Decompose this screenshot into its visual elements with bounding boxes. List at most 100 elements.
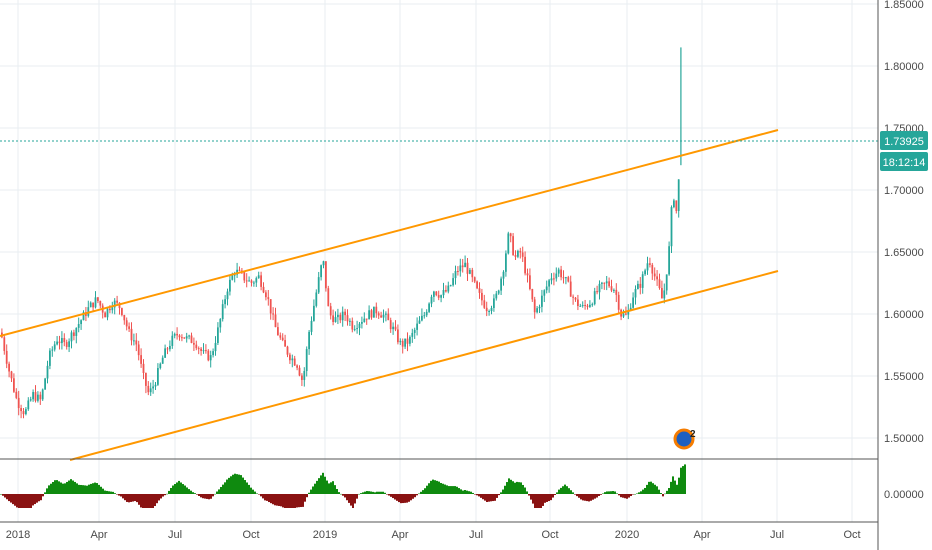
candle-body (260, 275, 262, 287)
candle-body (485, 307, 488, 312)
indicator-bar (194, 493, 196, 494)
candle-body (137, 344, 140, 356)
indicator-bar (634, 493, 636, 495)
candle-body (49, 350, 51, 366)
indicator-bar (348, 494, 350, 503)
indicator-bar (220, 486, 222, 494)
candle-body (87, 307, 90, 316)
indicator-bar (228, 477, 230, 494)
indicator-bar (46, 488, 48, 494)
indicator-bar (528, 494, 530, 496)
countdown-label: 18:12:14 (883, 157, 926, 169)
candle-body (121, 308, 123, 316)
indicator-bar (112, 491, 114, 494)
indicator-bar (480, 494, 482, 498)
candle-body (130, 328, 133, 341)
indicator-bar (70, 479, 72, 494)
indicator-bar (254, 491, 256, 494)
candle-body (332, 315, 334, 323)
indicator-bar (336, 488, 338, 494)
indicator-bar (562, 486, 564, 494)
indicator-bar (360, 493, 362, 494)
time-tick-label: Jul (168, 529, 182, 541)
candle-body (286, 346, 289, 355)
indicator-bar (234, 473, 236, 494)
indicator-bar (636, 493, 638, 494)
candle-body (104, 312, 106, 318)
indicator-bar (330, 482, 332, 494)
indicator-bar (90, 483, 92, 494)
indicator-bar (22, 494, 24, 508)
candle-body (589, 304, 591, 307)
indicator-bar (554, 494, 556, 495)
candle-body (250, 280, 253, 283)
indicator-bar (224, 482, 226, 494)
indicator-bar (478, 494, 480, 497)
event-badge[interactable]: 2 (673, 428, 696, 450)
candle-body (262, 286, 265, 293)
time-tick-label: Jul (770, 529, 784, 541)
candle-body (248, 280, 250, 282)
indicator-bar (350, 494, 352, 506)
indicator-bar (532, 494, 534, 504)
indicator-bar (626, 494, 628, 499)
candle-body (281, 337, 284, 341)
candle-body (452, 278, 454, 286)
candle-body (509, 233, 512, 237)
indicator-bar (658, 489, 660, 494)
indicator-bar (10, 494, 12, 503)
candle-body (65, 342, 68, 347)
candle-body (159, 363, 162, 369)
candle-body (555, 273, 558, 279)
indicator-bar (466, 490, 468, 494)
candle-body (380, 315, 382, 318)
indicator-bar (632, 494, 634, 495)
indicator-bar (476, 494, 478, 496)
event-badge-icon[interactable] (673, 428, 695, 450)
candle-body (673, 200, 675, 208)
candle-body (610, 286, 613, 291)
indicator-bar (474, 494, 476, 495)
indicator-bar (508, 478, 510, 494)
candle-body (605, 281, 608, 284)
indicator-bar (106, 490, 108, 494)
candle-body (524, 256, 526, 274)
indicator-bar (232, 474, 234, 494)
indicator-bar (6, 494, 8, 500)
candle-body (73, 332, 75, 336)
indicator-bar (444, 484, 446, 494)
indicator-bar (96, 483, 98, 494)
candle-body (358, 323, 361, 329)
candle-body (641, 274, 644, 288)
candle-body (473, 277, 476, 282)
indicator-bar (642, 489, 644, 494)
indicator-bar (530, 494, 532, 500)
candle-body (305, 349, 308, 372)
indicator-bar (662, 494, 664, 497)
indicator-bar (324, 476, 326, 494)
candle-body (399, 340, 402, 343)
indicator-bar (638, 492, 640, 494)
indicator-bar (676, 484, 678, 494)
candle-body (495, 293, 498, 299)
indicator-bar (446, 485, 448, 494)
indicator-bar (302, 494, 304, 507)
indicator-bar (600, 494, 602, 495)
candle-body (459, 265, 462, 272)
indicator-bar (40, 494, 42, 501)
candle-body (296, 365, 298, 368)
candle-body (219, 319, 222, 328)
indicator-bar (372, 491, 374, 494)
indicator-bar (44, 492, 46, 494)
indicator-bar (550, 494, 552, 501)
indicator-bar (606, 491, 608, 494)
indicator-bar (648, 481, 650, 494)
candle-body (433, 291, 435, 297)
candle-body (193, 342, 195, 345)
candle-body (629, 307, 632, 311)
candle-body (447, 285, 450, 292)
channel-upper-line[interactable] (0, 129, 779, 337)
price-tick-label: 1.50000 (884, 433, 924, 445)
channel-lower-line[interactable] (69, 270, 779, 461)
